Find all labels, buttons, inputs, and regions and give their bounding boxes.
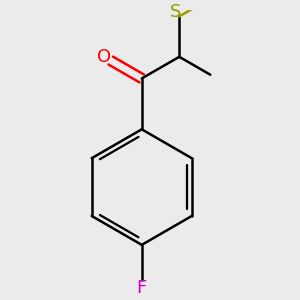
Text: S: S xyxy=(170,3,182,21)
Text: F: F xyxy=(136,279,147,297)
Text: O: O xyxy=(97,48,111,66)
